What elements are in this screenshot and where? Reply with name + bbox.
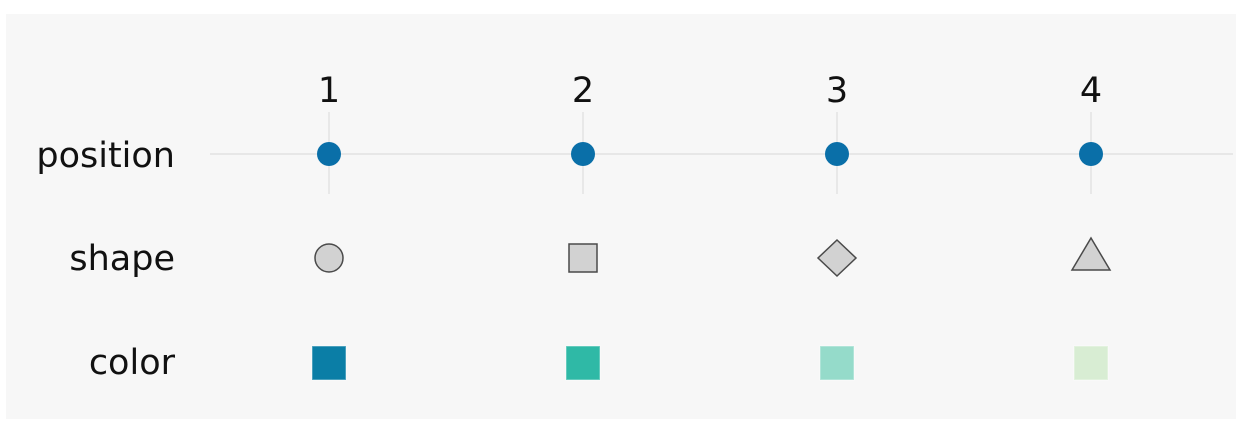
position-point-4	[1079, 142, 1103, 166]
row-label-shape: shape	[69, 239, 175, 279]
color-swatch-3	[819, 345, 855, 381]
diagram-panel	[6, 14, 1236, 419]
row-label-position: position	[36, 136, 175, 176]
color-swatch-2	[565, 345, 601, 381]
color-swatch-1	[311, 345, 347, 381]
column-label-1: 1	[317, 71, 341, 111]
color-swatch-4	[1073, 345, 1109, 381]
row-label-color: color	[88, 343, 175, 383]
circle-icon	[314, 243, 344, 273]
column-label-2: 2	[571, 71, 595, 111]
triangle-icon	[1070, 236, 1112, 271]
diamond-icon	[816, 238, 858, 278]
square-icon	[568, 243, 598, 273]
position-point-2	[571, 142, 595, 166]
column-label-4: 4	[1079, 71, 1103, 111]
column-label-3: 3	[825, 71, 849, 111]
position-point-3	[825, 142, 849, 166]
position-point-1	[317, 142, 341, 166]
